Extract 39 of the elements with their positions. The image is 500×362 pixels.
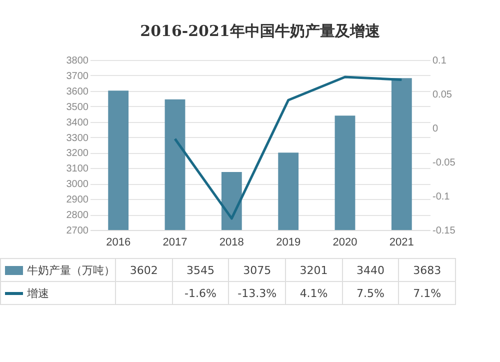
data-label: 3602 (116, 258, 172, 282)
y-tick-label: 2900 (66, 194, 89, 206)
y-tick-label: 3100 (66, 164, 89, 175)
y-tick-label: 3300 (66, 132, 89, 144)
x-tick-label: 2021 (389, 236, 414, 248)
y-tick-label: 2700 (66, 226, 89, 236)
data-label: 7.5% (342, 282, 399, 304)
y2-tick-label: 0 (432, 124, 438, 134)
legend-label: 增速 (27, 286, 49, 300)
y-tick-label: 3600 (66, 86, 89, 98)
x-tick-label: 2018 (219, 236, 244, 248)
legend-label: 牛奶产量（万吨） (27, 264, 115, 276)
data-label: 3201 (285, 258, 342, 282)
y-tick-label: 3700 (66, 70, 89, 82)
x-tick-label: 2020 (332, 236, 358, 248)
y-tick-label: 3400 (66, 117, 89, 128)
data-label: -1.6% (172, 282, 229, 304)
chart-title: 2016-2021年中国牛奶产量及增速 (140, 22, 381, 40)
data-label: 3075 (228, 258, 286, 282)
data-label: -13.3% (228, 282, 286, 304)
data-label: 3683 (398, 258, 456, 282)
x-tick-label: 2017 (162, 236, 188, 248)
data-label: 3545 (172, 258, 229, 282)
y2-tick-label: -0.1 (432, 192, 450, 202)
y-tick-label: 3500 (66, 102, 89, 113)
y2-tick-label: -0.05 (432, 158, 456, 168)
data-label: 3440 (342, 258, 399, 282)
line-series (174, 76, 403, 220)
x-tick-label: 2016 (106, 236, 131, 248)
data-label: 4.1% (285, 282, 342, 304)
y-tick-label: 3200 (66, 148, 89, 160)
data-label: 7.1% (398, 282, 456, 304)
y2-tick-label: -0.15 (432, 226, 456, 236)
y-tick-label: 3000 (66, 179, 89, 190)
y2-tick-label: 0.1 (432, 56, 447, 66)
y-tick-label: 3800 (66, 56, 89, 66)
y2-tick-label: 0.05 (432, 90, 452, 100)
x-tick-label: 2019 (276, 236, 301, 248)
y-tick-label: 2800 (66, 210, 89, 222)
